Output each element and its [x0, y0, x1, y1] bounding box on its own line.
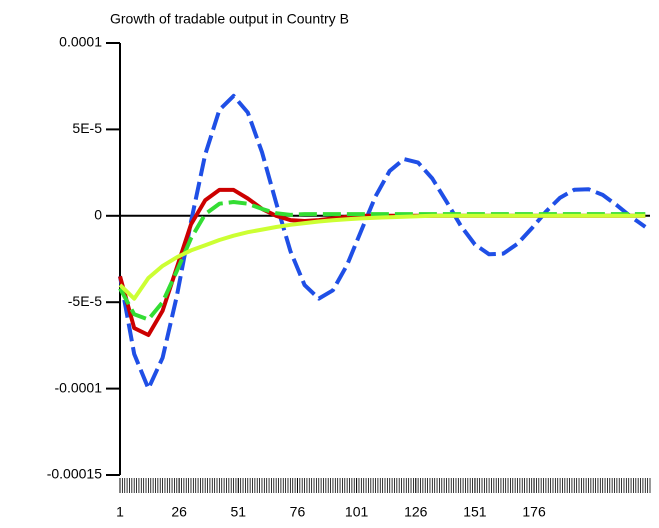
x-tick-label: 101: [345, 504, 369, 520]
y-tick-label: -0.00015: [47, 466, 102, 482]
x-tick-label: 51: [231, 504, 247, 520]
y-tick-label: 5E-5: [72, 120, 102, 136]
x-tick-label: 1: [116, 504, 124, 520]
series-line: [118, 93, 647, 391]
series-line: [118, 213, 646, 301]
y-tick-label: 0: [94, 207, 102, 223]
chart-title: Growth of tradable output in Country B: [110, 11, 349, 27]
x-tick-label: 76: [290, 504, 306, 520]
y-tick-label: 0.0001: [59, 34, 102, 50]
series-line: [118, 187, 646, 337]
y-tick-label: -0.0001: [55, 379, 103, 395]
x-tick-label: 126: [404, 504, 428, 520]
series-line: [118, 200, 646, 322]
x-tick-label: 26: [171, 504, 187, 520]
y-tick-label: -5E-5: [68, 293, 102, 309]
x-tick-label: 151: [463, 504, 487, 520]
x-tick-label: 176: [522, 504, 546, 520]
